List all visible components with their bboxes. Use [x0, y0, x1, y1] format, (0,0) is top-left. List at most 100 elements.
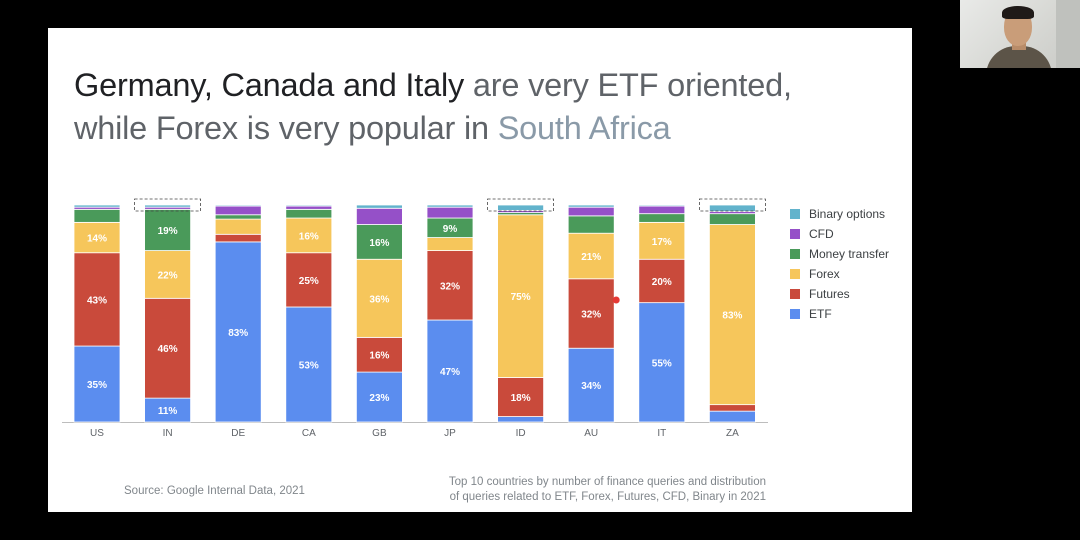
tick-label-us: US [90, 428, 104, 439]
bar-segment-de-futures [214, 233, 262, 243]
slide-title: Germany, Canada and Italy are very ETF o… [74, 64, 874, 150]
bar-segment-id-etf [497, 416, 545, 423]
bar-segment-ca-etf [285, 306, 333, 423]
bar-segment-za-forex [709, 224, 756, 406]
data-label-it-futures: 20% [652, 277, 672, 288]
bar-segment-it-binary-options [638, 204, 686, 207]
legend-swatch [790, 289, 800, 299]
data-label-in-money-transfer: 19% [158, 226, 178, 237]
highlight-box-id [487, 198, 555, 212]
legend-swatch [790, 309, 800, 319]
bar-segment-in-futures [144, 297, 191, 399]
legend-item-cfd: CFD [790, 224, 889, 244]
bar-segment-id-binary-options [497, 204, 545, 211]
caption-line-2: of queries related to ETF, Forex, Future… [449, 491, 766, 503]
data-label-us-etf: 35% [87, 380, 107, 391]
slide: Germany, Canada and Italy are very ETF o… [48, 28, 912, 512]
webcam-video [960, 0, 1080, 68]
bar-segment-it-cfd [638, 205, 686, 215]
title-part2: are very ETF oriented, [464, 67, 792, 103]
legend-swatch [790, 249, 800, 259]
data-label-ca-futures: 25% [299, 276, 319, 287]
legend-swatch [790, 269, 800, 279]
data-label-jp-money-transfer: 9% [443, 224, 458, 235]
data-label-in-futures: 46% [158, 344, 178, 355]
bar-segment-in-binary-options [144, 204, 191, 208]
data-label-au-futures: 32% [581, 310, 601, 321]
bar-segment-au-forex [567, 232, 615, 280]
bar-segment-us-forex [73, 221, 121, 254]
data-label-id-forex: 75% [511, 292, 531, 303]
bar-segment-id-futures [497, 377, 545, 417]
chart-caption: Top 10 countries by number of finance qu… [449, 475, 766, 505]
bar-segment-de-cfd [214, 205, 262, 216]
legend-item-futures: Futures [790, 284, 889, 304]
bar-segment-in-money-transfer [144, 208, 191, 251]
data-label-ca-forex: 16% [299, 231, 319, 242]
bar-segment-jp-cfd [426, 206, 474, 219]
tick-label-it: IT [657, 428, 666, 439]
chart-legend: Binary options CFD Money transfer Forex Futu… [790, 204, 889, 324]
bar-segment-gb-cfd [355, 207, 403, 225]
stacked-bar-chart: 35% 43% 14% US 11% 46% 22% 19% IN 83% DE 53% 25% 16% C… [62, 198, 768, 439]
data-label-id-futures: 18% [511, 393, 531, 404]
data-label-gb-futures: 16% [369, 351, 389, 362]
data-label-us-futures: 43% [87, 295, 107, 306]
bar-segment-jp-futures [426, 250, 474, 321]
legend-swatch [790, 209, 800, 219]
legend-label: Forex [809, 267, 840, 281]
bar-segment-us-money-transfer [73, 208, 121, 223]
legend-item-money-transfer: Money transfer [790, 244, 889, 264]
bar-segment-za-futures [709, 404, 756, 412]
bar-segment-de-money-transfer [214, 214, 262, 220]
tick-label-in: IN [163, 428, 173, 439]
title-part4: South Africa [497, 110, 671, 146]
legend-label: Futures [809, 287, 850, 301]
tick-label-za: ZA [726, 428, 739, 439]
data-label-in-etf: 11% [158, 406, 178, 417]
data-label-gb-forex: 36% [369, 294, 389, 305]
bar-segment-it-money-transfer [638, 213, 686, 223]
bar-segment-it-futures [638, 258, 686, 304]
bar-segment-ca-money-transfer [285, 208, 333, 219]
data-label-gb-etf: 23% [369, 393, 389, 404]
bar-segment-us-etf [73, 345, 121, 423]
data-label-au-forex: 21% [581, 252, 601, 263]
tick-label-au: AU [584, 428, 598, 439]
highlight-box-za [699, 198, 766, 212]
bar-segment-ca-futures [285, 252, 333, 308]
bar-segment-de-forex [214, 218, 262, 235]
bar-segment-au-money-transfer [567, 215, 615, 234]
data-label-it-forex: 17% [652, 237, 672, 248]
bar-segment-it-forex [638, 221, 686, 260]
data-label-in-forex: 22% [158, 270, 178, 281]
bar-segment-jp-etf [426, 319, 474, 423]
data-label-us-forex: 14% [87, 234, 107, 245]
bar-segment-za-money-transfer [709, 213, 756, 225]
title-part1: Germany, Canada and Italy [74, 67, 465, 103]
data-label-jp-futures: 32% [440, 281, 460, 292]
bar-segment-gb-money-transfer [355, 224, 403, 260]
bar-segment-jp-binary-options [426, 204, 474, 208]
legend-swatch [790, 229, 800, 239]
tick-label-jp: JP [444, 428, 456, 439]
pointer-dot [612, 296, 620, 304]
bar-segment-jp-forex [426, 237, 474, 251]
bar-segment-za-etf [709, 410, 756, 423]
data-label-ca-etf: 53% [299, 360, 319, 371]
caption-line-1: Top 10 countries by number of finance qu… [448, 476, 766, 488]
bar-segment-id-forex [497, 214, 545, 378]
data-label-jp-etf: 47% [440, 367, 460, 378]
bar-segment-gb-forex [355, 258, 403, 338]
tick-label-de: DE [231, 428, 245, 439]
data-label-de-etf: 83% [228, 328, 248, 339]
bar-segment-au-binary-options [567, 204, 615, 208]
legend-label: ETF [809, 307, 832, 321]
bar-segment-gb-etf [355, 371, 403, 423]
legend-label: Money transfer [809, 247, 890, 261]
bar-segment-au-cfd [567, 206, 615, 217]
bar-segment-ca-binary-options [285, 204, 333, 207]
data-label-za-forex: 83% [722, 311, 742, 322]
bar-segment-za-binary-options [709, 204, 756, 212]
bar-segment-us-futures [73, 252, 121, 347]
